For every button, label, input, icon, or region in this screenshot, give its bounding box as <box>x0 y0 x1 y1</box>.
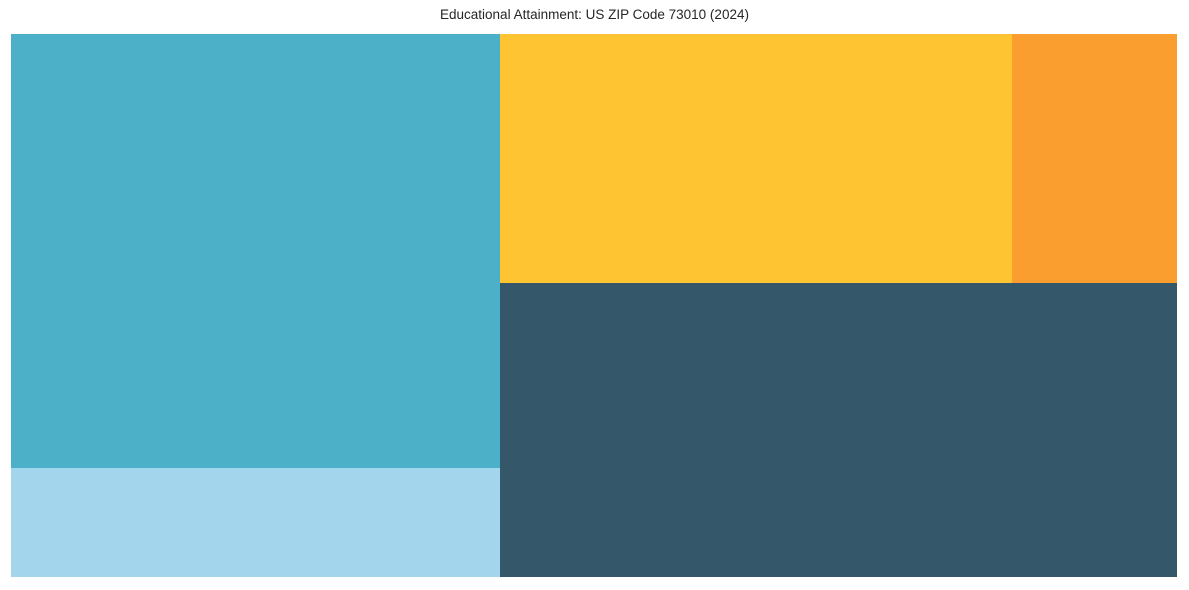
treemap-tile-less-than-high-school[interactable] <box>11 468 500 577</box>
chart-title: Educational Attainment: US ZIP Code 7301… <box>440 7 749 22</box>
treemap-tile-some-college-associate[interactable] <box>500 283 1177 577</box>
treemap-tile-bachelors-degree[interactable] <box>500 34 1012 283</box>
treemap-tile-high-school-graduate[interactable] <box>11 34 500 468</box>
treemap-plot-area <box>11 34 1177 577</box>
treemap-tile-graduate-professional-degree[interactable] <box>1012 34 1177 283</box>
